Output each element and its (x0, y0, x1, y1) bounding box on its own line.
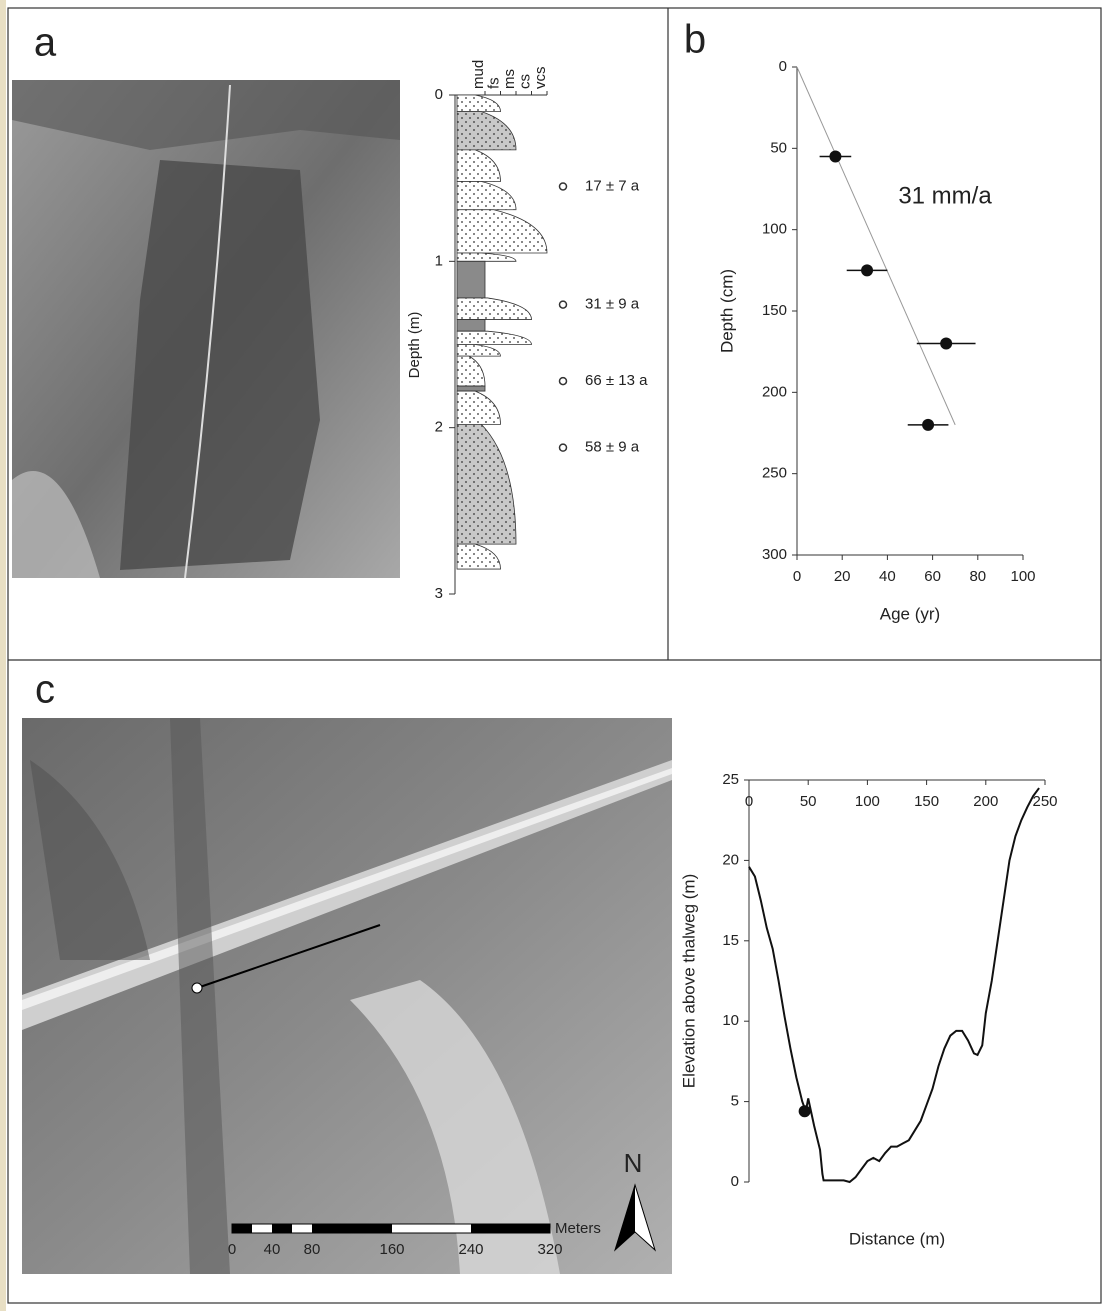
frame (7, 7, 1102, 1304)
x-tick-label: 250 (1032, 793, 1057, 810)
layer (456, 543, 501, 570)
y-tick-label: 1 (435, 252, 443, 269)
margin (0, 0, 6, 1311)
panel-label: c (35, 668, 55, 712)
y-tick-label: 15 (722, 932, 739, 949)
sample-label: 58 ± 9 a (585, 439, 640, 456)
y-tick-label: 200 (762, 383, 787, 400)
y-tick-label: 150 (762, 302, 787, 319)
sample-label: 31 ± 9 a (585, 296, 640, 313)
layer (456, 111, 517, 151)
y-tick-label: 25 (722, 771, 739, 788)
y-tick-label: 3 (435, 585, 443, 602)
north-label: N (624, 1148, 643, 1178)
sample-marker (558, 376, 568, 386)
layer (456, 390, 501, 425)
x-tick-label: 20 (834, 568, 851, 585)
layer (456, 260, 486, 299)
sample-marker (558, 300, 568, 309)
y-tick-label: 50 (770, 139, 787, 156)
y-tick-label: 0 (731, 1173, 739, 1190)
x-tick-label: 100 (855, 793, 880, 810)
y-axis-label: Elevation above thalweg (m) (679, 874, 698, 1089)
panel-label: a (34, 21, 57, 65)
grain-label: mud (470, 60, 487, 89)
point (940, 337, 953, 350)
x-tick-label: 50 (800, 793, 817, 810)
x-tick-label: 60 (924, 568, 941, 585)
scale-label: 40 (264, 1241, 281, 1258)
y-tick-label: 2 (435, 419, 443, 436)
layer (456, 209, 548, 254)
y-tick-label: 20 (722, 851, 739, 868)
x-tick-label: 0 (793, 568, 801, 585)
scale-label: 80 (304, 1241, 321, 1258)
x-tick-label: 80 (969, 568, 986, 585)
layer (456, 385, 486, 392)
x-axis-label: Age (yr) (880, 604, 940, 623)
layer (456, 344, 501, 357)
y-tick-label: 5 (731, 1093, 739, 1110)
scale-label: 320 (537, 1241, 562, 1258)
layer (456, 355, 486, 387)
layer (456, 319, 486, 332)
profile-line (748, 787, 1040, 1184)
marker (798, 1105, 811, 1118)
sample-label: 17 ± 7 a (585, 177, 640, 194)
sample-marker (558, 182, 568, 191)
layer (456, 330, 532, 345)
layer (456, 423, 517, 545)
sample-marker (558, 443, 568, 452)
grain-label: cs (516, 74, 533, 89)
x-tick-label: 100 (1010, 568, 1035, 585)
y-tick-label: 100 (762, 221, 787, 238)
y-tick-label: 0 (779, 58, 787, 75)
y-tick-label: 10 (722, 1012, 739, 1029)
point (829, 150, 842, 163)
scale-label: 240 (458, 1241, 483, 1258)
sample-label: 66 ± 13 a (585, 372, 648, 389)
trend-line (796, 66, 956, 426)
panel-label: b (684, 18, 706, 62)
y-tick-label: 250 (762, 465, 787, 482)
scale-label: 160 (379, 1241, 404, 1258)
x-tick-label: 40 (879, 568, 896, 585)
y-axis-label: Depth (m) (406, 312, 423, 379)
layer (456, 252, 517, 262)
photo (12, 80, 400, 579)
layer (456, 149, 501, 182)
scale-label: 0 (228, 1241, 236, 1258)
scale-unit: Meters (555, 1220, 601, 1237)
y-tick-label: 0 (435, 86, 443, 103)
grain-label: fs (485, 77, 502, 89)
y-axis-label: Depth (cm) (717, 269, 736, 353)
annotation: 31 mm/a (898, 182, 992, 209)
layer (456, 94, 501, 113)
x-tick-label: 150 (914, 793, 939, 810)
x-tick-label: 200 (973, 793, 998, 810)
grain-label: vcs (532, 67, 549, 90)
y-tick-label: 300 (762, 546, 787, 563)
point (922, 418, 935, 431)
x-axis-label: Distance (m) (849, 1229, 945, 1248)
layer (456, 181, 517, 211)
point (861, 264, 874, 277)
grain-label: ms (501, 69, 518, 89)
hillshade-map (22, 718, 672, 1274)
x-tick-label: 0 (745, 793, 753, 810)
layer (456, 297, 532, 320)
